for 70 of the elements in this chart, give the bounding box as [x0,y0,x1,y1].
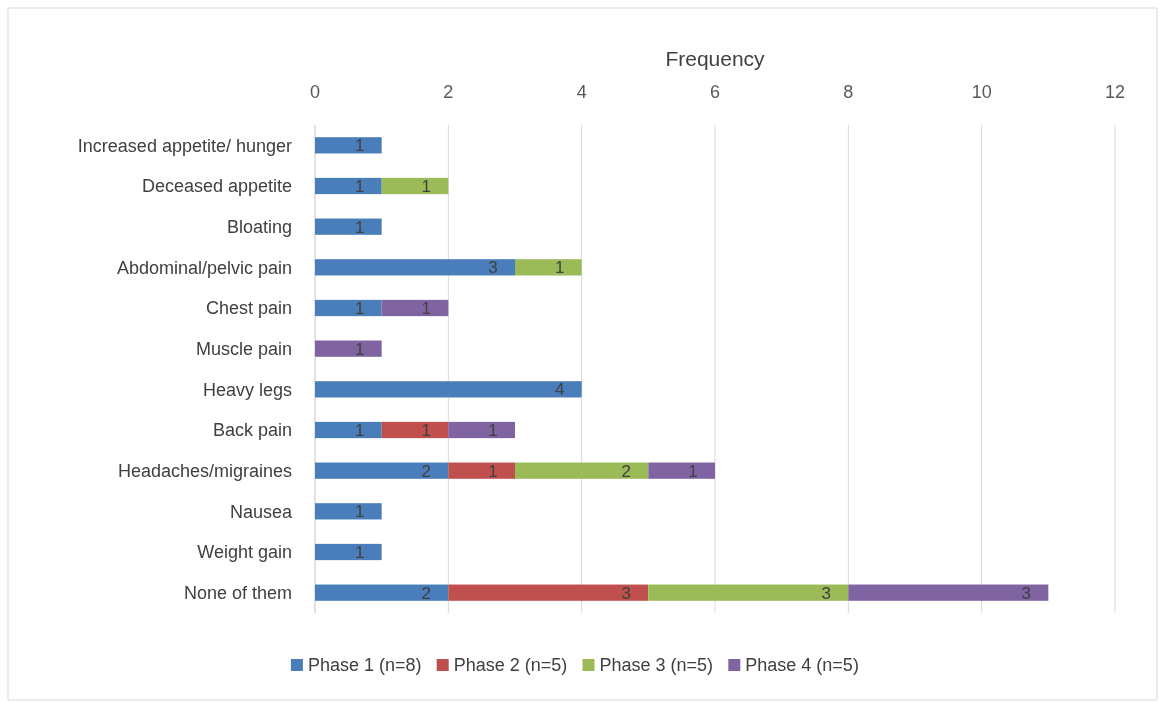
legend-label: Phase 3 (n=5) [599,655,714,676]
x-tick-label: 4 [576,82,587,102]
bar [381,177,449,195]
data-label: 3 [1021,583,1032,603]
y-tick-label: Muscle pain [195,339,292,360]
bar [315,381,582,398]
bar [315,421,382,439]
bar [515,259,582,276]
data-label: 1 [354,177,365,197]
data-label: 1 [421,299,432,319]
data-label: 1 [554,258,565,278]
bar [515,462,649,479]
bar [648,584,849,601]
y-tick-label: Increased appetite/ hunger [77,135,292,156]
bar [315,259,515,276]
data-label: 4 [554,380,565,400]
data-label: 3 [488,258,498,278]
bar [315,299,382,317]
x-tick-label: 12 [1104,82,1126,102]
data-label: 1 [354,421,365,441]
bar [315,340,382,357]
y-tick-label: Back pain [212,420,292,441]
y-tick-label: Bloating [226,217,292,238]
legend-label: Phase 1 (n=8) [307,655,422,676]
y-tick-label: Abdominal/pelvic pain [116,257,292,278]
data-label: 1 [488,461,498,481]
data-label: 1 [354,339,365,359]
bar [315,177,382,195]
y-tick-label: Nausea [229,501,293,522]
bar [648,462,715,479]
bar [381,299,449,317]
bar [315,503,382,520]
data-label: 2 [421,583,432,603]
data-label: 1 [354,543,365,563]
y-tick-label: Heavy legs [202,379,292,400]
data-label: 2 [421,461,432,481]
y-tick-label: Deceased appetite [141,176,292,197]
data-label: 1 [354,217,365,237]
x-tick-label: 6 [709,82,721,102]
legend-label: Phase 2 (n=5) [453,655,568,676]
data-label: 1 [488,421,498,441]
data-label: 1 [354,299,365,319]
bar [448,584,649,601]
bar [315,543,382,561]
bar [315,137,382,154]
legend-label: Phase 4 (n=5) [745,655,859,676]
data-label: 3 [821,583,832,603]
y-tick-label: Headaches/migraines [117,461,292,482]
data-label: 1 [354,136,365,156]
data-label: 1 [688,461,698,481]
x-axis-title: Frequency [665,47,766,70]
bar [315,584,449,601]
data-label: 3 [621,583,632,603]
y-tick-label: Chest pain [205,298,292,319]
bar [448,462,515,479]
bar [315,462,449,479]
bar [448,421,515,439]
x-tick-label: 10 [971,82,992,102]
x-tick-label: 2 [443,82,454,102]
x-tick-label: 8 [843,82,854,102]
data-label: 1 [421,421,432,441]
data-label: 1 [354,502,365,522]
bar [848,584,1049,601]
bar [381,421,449,439]
data-label: 2 [621,461,632,481]
data-label: 1 [421,177,432,197]
bar [315,218,382,235]
y-tick-label: None of them [183,583,292,604]
x-tick-label: 0 [309,82,321,102]
y-tick-label: Weight gain [197,542,292,563]
